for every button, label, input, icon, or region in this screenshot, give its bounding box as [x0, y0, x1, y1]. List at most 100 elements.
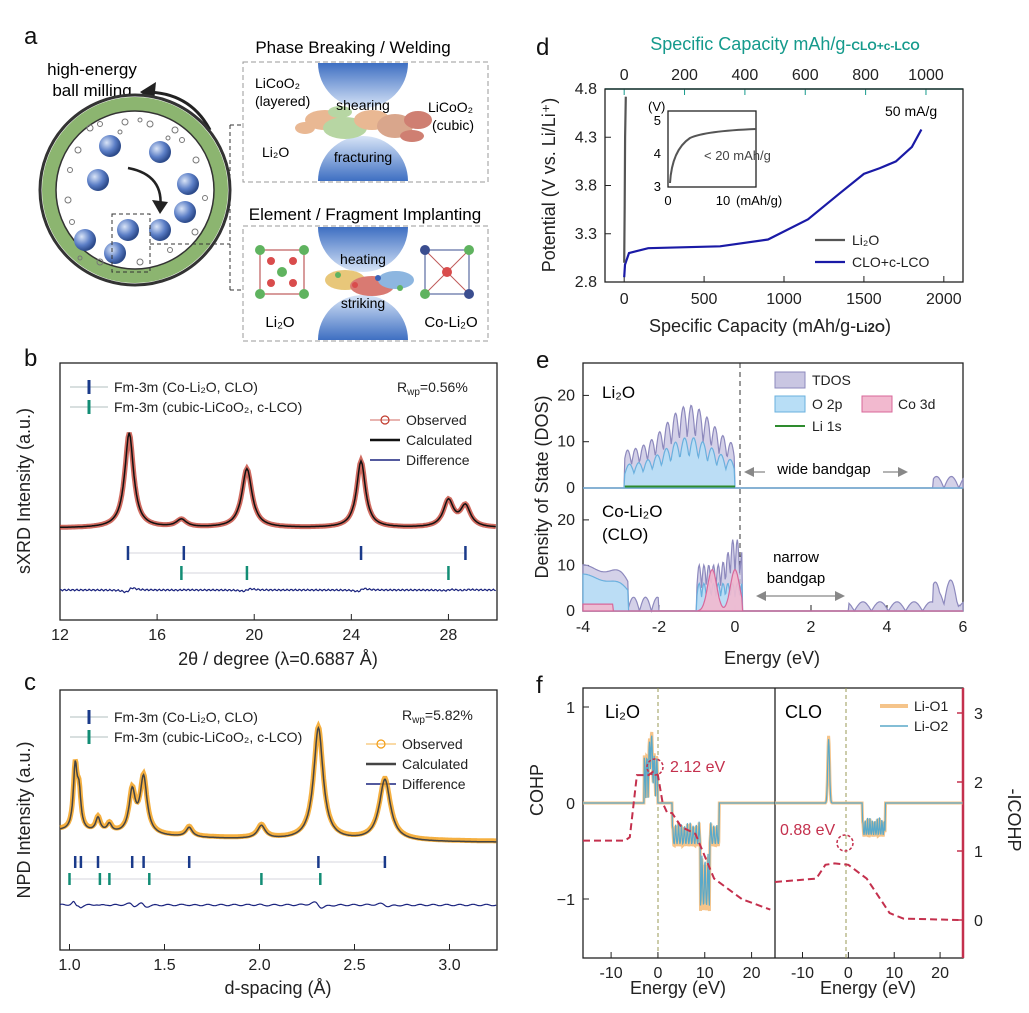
- d-top-ticks: 0 200 400 600 800 1000: [620, 67, 944, 95]
- panel-e-ylabel: Density of State (DOS): [532, 395, 552, 578]
- f-ylabel-left: COHP: [527, 764, 547, 816]
- e-dos-curves: [582, 404, 964, 613]
- d-ytick: 4.3: [575, 129, 597, 146]
- e-legend-tdos: TDOS: [812, 372, 851, 388]
- phase-breaking-box: [242, 61, 489, 183]
- panel-e-label: e: [536, 347, 549, 374]
- f-xtick-left: 10: [696, 965, 714, 982]
- d-top-tick: 1000: [908, 67, 944, 84]
- d-top-axis-label: Specific Capacity mAh/g-CLO+c-LCO: [650, 34, 919, 54]
- panel-c: c NPD Intensity (a.u.) d-spacing (Å) 1.0…: [14, 669, 498, 998]
- b-xtick: 24: [342, 627, 360, 644]
- d-inset-note: < 20 mAh/g: [704, 148, 771, 163]
- panel-a: a high-energy ball milling: [24, 23, 489, 342]
- e-xtick: 0: [731, 619, 740, 636]
- d-legend-li2o: Li₂O: [852, 232, 879, 248]
- panel-c-legend: Fm-3m (Co-Li₂O, CLO) Fm-3m (cubic-LiCoO₂…: [70, 707, 473, 792]
- licoo2-cubic-formula: LiCoO₂: [428, 99, 473, 115]
- f-left-lio2: [583, 735, 775, 906]
- d-yticks: 2.8 3.3 3.8 4.3 4.8: [575, 81, 611, 291]
- e-ytick: 20: [557, 512, 575, 529]
- d-legend: Li₂O CLO+c-LCO: [815, 232, 930, 270]
- d-xticks: 0 500 1000 1500 2000: [620, 276, 962, 308]
- panel-c-xlabel: d-spacing (Å): [224, 978, 331, 998]
- f-ytick-right: 2: [974, 775, 983, 792]
- e-narrow-gap-line2: bandgap: [767, 570, 825, 587]
- f-left-energy: 2.12 eV: [670, 759, 725, 776]
- fracturing-label: fracturing: [334, 149, 392, 165]
- li2o-label-bottom: Li₂O: [265, 314, 294, 331]
- b-xtick: 28: [440, 627, 458, 644]
- f-xtick-left: 0: [653, 965, 662, 982]
- panel-e: e Density of State (DOS) Energy (eV) 0 10…: [532, 347, 968, 668]
- c-xtick: 3.0: [438, 957, 460, 974]
- element-implanting-box: [242, 225, 489, 342]
- f-xtick-right: 10: [885, 965, 903, 982]
- b-calculated-series: [60, 432, 496, 529]
- e-xtick: 2: [807, 619, 816, 636]
- f-xtick-right: 0: [844, 965, 853, 982]
- panel-f-frame: [582, 687, 964, 959]
- panel-b-frame: [59, 362, 498, 621]
- d-xtick: 2000: [926, 291, 962, 308]
- f-right-marker: [836, 834, 854, 852]
- f-right-lio2: [775, 739, 963, 836]
- panel-c-frame: [59, 689, 498, 951]
- d-li2o-curve: [623, 96, 627, 263]
- li2o-crystal-icon: [255, 245, 309, 299]
- d-top-tick: 0: [620, 67, 629, 84]
- c-legend-clco: Fm-3m (cubic-LiCoO₂, c-LCO): [114, 729, 302, 745]
- mill-jar-inner: [55, 110, 215, 270]
- f-left-title: Li₂O: [605, 702, 640, 722]
- zoom-region-box: [111, 213, 151, 273]
- d-xtick: 500: [691, 291, 718, 308]
- inner-arrowhead-icon: [152, 200, 168, 214]
- bottom-dome-shape: [318, 136, 408, 181]
- panel-e-xlabel: Energy (eV): [724, 648, 820, 668]
- b-legend-clco: Fm-3m (cubic-LiCoO₂, c-LCO): [114, 399, 302, 415]
- licoo2-layered-formula: LiCoO₂: [255, 75, 300, 91]
- d-inset-ytick-3: 3: [654, 179, 661, 194]
- e-top-o2p: [583, 437, 963, 489]
- d-inset-xlabel: (mAh/g): [736, 193, 782, 208]
- d-inset-xtick-0: 0: [664, 193, 671, 208]
- c-xtick: 1.0: [58, 957, 80, 974]
- f-ylabel-right: -ICOHP: [1004, 789, 1024, 852]
- f-legend-lio2: Li-O2: [914, 718, 948, 734]
- f-xlabel-right: Energy (eV): [820, 978, 916, 998]
- f-left-icohp: [583, 770, 771, 911]
- striking-label: striking: [341, 295, 385, 311]
- b-xtick: 20: [245, 627, 263, 644]
- d-inset-vlabel: (V): [648, 99, 665, 114]
- f-xtick-right: -10: [791, 965, 814, 982]
- milling-label-line2: ball milling: [52, 81, 131, 100]
- f-legend-lio1: Li-O1: [914, 698, 948, 714]
- b-legend-observed: Observed: [406, 412, 467, 428]
- panel-b-xlabel: 2θ / degree (λ=0.6887 Å): [178, 649, 378, 669]
- element-implanting-title: Element / Fragment Implanting: [249, 205, 481, 224]
- panel-d-label: d: [536, 34, 549, 61]
- d-clo-curve: [623, 128, 923, 278]
- e-xtick: -2: [652, 619, 666, 636]
- f-xtick-left: 20: [743, 965, 761, 982]
- implant-fragments: [325, 270, 414, 296]
- d-inset-xtick-10: 10: [716, 193, 730, 208]
- e-legend-co3d: Co 3d: [898, 396, 935, 412]
- panel-c-xticks: 1.0 1.5 2.0 2.5 3.0: [58, 944, 461, 974]
- d-inset: (V) 5 4 3 0 10 (mAh/g) < 20 mAh/g: [648, 99, 782, 208]
- shearing-label: shearing: [336, 97, 390, 113]
- e-narrow-gap-annotation: narrow bandgap: [756, 549, 845, 601]
- e-xtick: 4: [883, 619, 892, 636]
- panel-b-ylabel: sXRD Intensity (a.u.): [14, 408, 34, 574]
- f-right-energy: 0.88 eV: [780, 822, 835, 839]
- c-difference-series: [59, 900, 497, 909]
- licoo2-cubic-note: (cubic): [432, 117, 474, 133]
- d-xtick: 1000: [766, 291, 802, 308]
- e-wide-gap-label: wide bandgap: [776, 461, 870, 478]
- co-li2o-label: Co-Li₂O: [424, 314, 477, 331]
- f-curves: [583, 731, 963, 921]
- f-ytick-right: 1: [974, 844, 983, 861]
- li2o-label-top: Li₂O: [262, 144, 289, 160]
- e-top-title: Li₂O: [602, 383, 635, 402]
